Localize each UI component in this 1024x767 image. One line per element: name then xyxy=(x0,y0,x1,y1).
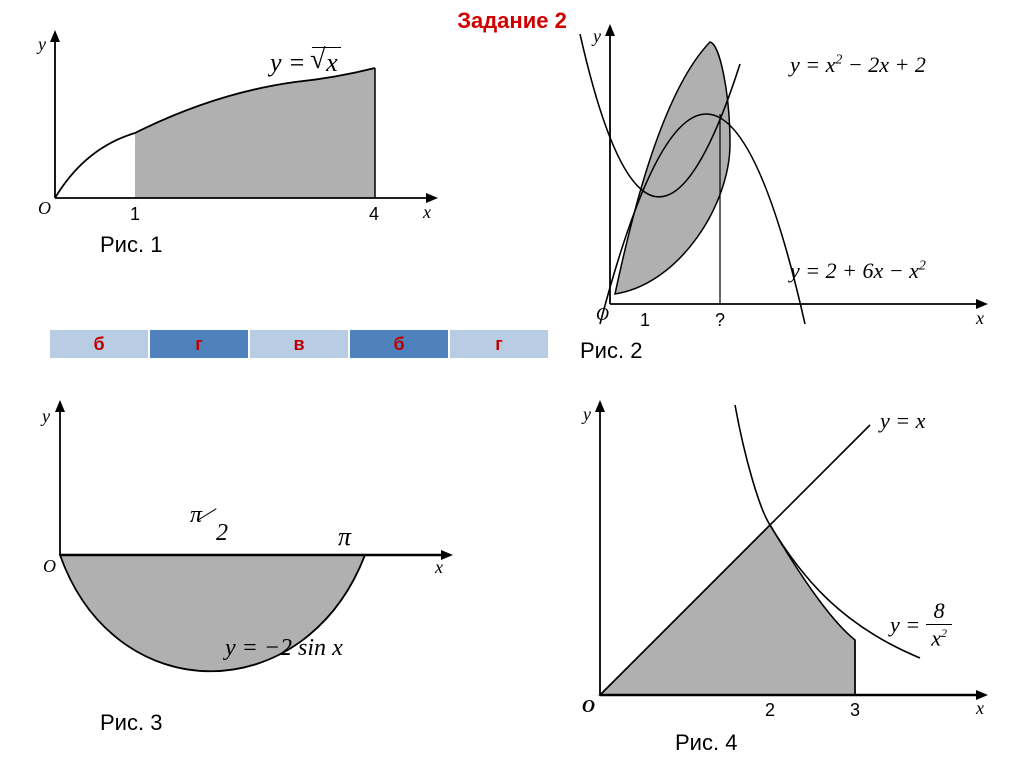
fig2-tick-q: ? xyxy=(715,310,725,330)
fig1-formula-y: y xyxy=(270,48,282,77)
answer-cell-1: г xyxy=(150,330,250,358)
fig4-origin: O xyxy=(582,696,595,716)
fig3-origin: O xyxy=(43,556,56,576)
fig1-shade xyxy=(135,68,375,198)
answer-cell-3: б xyxy=(350,330,450,358)
fig4-frac-top: 8 xyxy=(934,600,945,622)
fig2-y-label: y xyxy=(591,26,601,46)
fig1-formula: y = √ x xyxy=(270,48,341,78)
fig2-origin: O xyxy=(596,304,609,324)
fig4-tick-2: 2 xyxy=(765,700,775,720)
figure-4: y x O 2 3 xyxy=(560,400,1000,730)
fig1-tick-1: 1 xyxy=(130,204,140,224)
fig4-formula-line: y = x xyxy=(880,408,925,434)
figure-1: y x O 1 4 xyxy=(35,28,445,228)
fig3-pi: π xyxy=(338,522,351,552)
answer-cell-4: г xyxy=(450,330,550,358)
fig3-x-label: x xyxy=(434,557,443,577)
fig2-tick-1: 1 xyxy=(640,310,650,330)
fig1-y-label: y xyxy=(36,34,46,54)
fig2-x-label: x xyxy=(975,308,984,328)
fig1-tick-4: 4 xyxy=(369,204,379,224)
page-title: Задание 2 xyxy=(457,8,567,34)
fig3-y-label: y xyxy=(40,406,50,426)
figure-4-svg: y x O 2 3 xyxy=(560,400,1000,730)
answer-cell-2: в xyxy=(250,330,350,358)
fig4-y-label: y xyxy=(581,404,591,424)
fig4-tick-3: 3 xyxy=(850,700,860,720)
fig2-caption: Рис. 2 xyxy=(580,338,642,364)
answer-row: б г в б г xyxy=(50,330,550,358)
fig1-x-label: x xyxy=(422,202,431,222)
answer-cell-0: б xyxy=(50,330,150,358)
fig3-formula: y = −2 sin x xyxy=(225,635,343,662)
fig3-caption: Рис. 3 xyxy=(100,710,162,736)
fig3-pihalf: π 2 xyxy=(190,510,220,537)
fig4-formula-frac: y = 8 x2 xyxy=(890,600,952,649)
fig4-caption: Рис. 4 xyxy=(675,730,737,756)
figure-2: y x O 1 ? xyxy=(560,24,1000,334)
fig1-origin: O xyxy=(38,198,51,218)
fig2-formula-2: y = 2 + 6x − x2 xyxy=(790,258,926,284)
fig2-shade xyxy=(615,42,730,294)
fig4-shade xyxy=(600,525,855,695)
figure-1-svg: y x O 1 4 xyxy=(35,28,445,228)
fig1-caption: Рис. 1 xyxy=(100,232,162,258)
fig4-frac-left: y = xyxy=(890,612,920,638)
fig4-frac-bot: x2 xyxy=(931,627,947,649)
fig4-x-label: x xyxy=(975,698,984,718)
fig2-formula-1: y = x2 − 2x + 2 xyxy=(790,52,926,78)
figure-2-svg: y x O 1 ? xyxy=(560,24,1000,334)
